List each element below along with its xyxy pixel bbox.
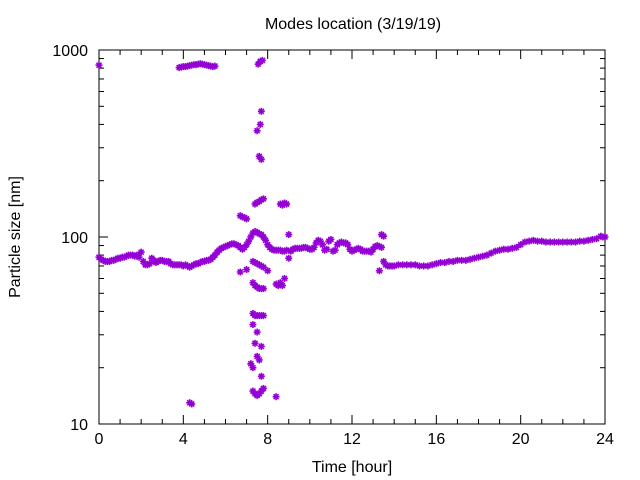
x-axis: 0 4 8 12 16 20 24 [95,50,614,448]
data-point [251,339,259,347]
data-point [211,62,219,70]
data-point [378,243,386,251]
data-point [375,267,383,275]
chart-title: Modes location (3/19/19) [265,16,441,33]
data-point [258,56,266,64]
data-point [249,321,257,329]
data-point [255,356,263,364]
data-point [259,384,267,392]
data-point [380,232,388,240]
data-point [256,120,264,128]
x-tick-label: 4 [179,431,188,448]
x-tick-label: 8 [263,431,272,448]
data-point [285,231,293,239]
data-point [253,127,261,135]
y-axis-label: Particle size [nm] [7,176,24,298]
plot-frame [98,49,606,425]
data-point [512,243,520,251]
data-point [327,235,335,243]
data-point [462,256,470,264]
data-point [253,328,261,336]
data-point [257,107,265,115]
data-point [272,393,280,401]
data-point [236,268,244,276]
x-tick-label: 0 [95,431,104,448]
data-point [601,233,609,241]
y-tick-label: 1000 [52,43,88,60]
data-point [580,237,588,245]
y-tick-label: 100 [61,230,88,247]
data-point [188,400,196,408]
x-tick-label: 24 [596,431,614,448]
data-point [243,215,251,223]
data-point [285,254,293,262]
data-point [331,246,339,254]
data-point [259,195,267,203]
x-tick-label: 12 [343,431,361,448]
data-point [278,282,286,290]
y-tick-label: 10 [70,417,88,434]
scatter-points [95,56,609,408]
data-point [249,364,257,372]
y-axis: 10 100 1000 [52,43,605,434]
data-point [428,261,436,269]
data-point [323,245,331,253]
x-tick-label: 16 [427,431,445,448]
data-point [264,267,272,275]
data-point [257,372,265,380]
x-tick-label: 20 [512,431,530,448]
data-point [146,260,154,268]
data-point [137,248,145,256]
data-point [257,342,265,350]
x-axis-label: Time [hour] [312,459,392,476]
data-point [318,241,326,249]
data-point [259,285,267,293]
data-point [259,312,267,320]
data-point [281,274,289,282]
data-point [95,61,103,69]
data-point [571,238,579,246]
data-point [243,266,251,274]
data-point [283,200,291,208]
data-point [257,155,265,163]
